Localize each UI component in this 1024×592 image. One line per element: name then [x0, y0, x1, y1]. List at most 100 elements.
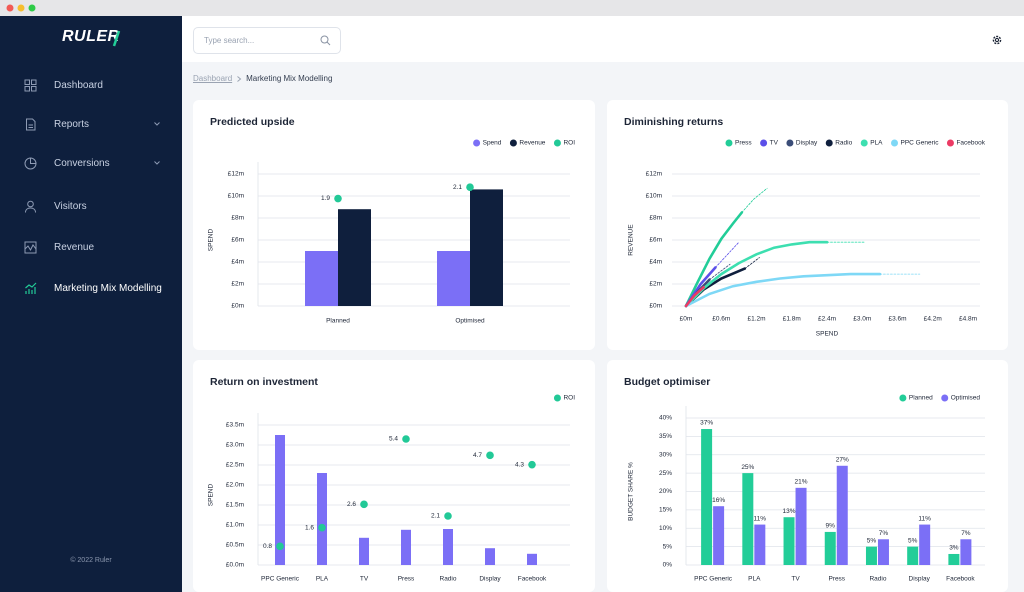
y-tick-label: £10m [228, 193, 244, 200]
logo[interactable]: RULER [62, 28, 120, 46]
bar [713, 506, 725, 565]
bar [305, 251, 338, 306]
settings-button[interactable] [991, 34, 1003, 46]
value-label: 5% [867, 537, 877, 544]
value-label: 3% [949, 545, 959, 552]
y-axis-label: SPEND [208, 229, 215, 252]
y-tick-label: £4m [649, 259, 662, 266]
y-tick-label: £0m [649, 303, 662, 310]
y-tick-label: 30% [659, 451, 672, 458]
logo-slash [112, 30, 121, 47]
legend-swatch [891, 139, 899, 147]
breadcrumb-link[interactable]: Dashboard [193, 74, 233, 83]
value-label: 13% [783, 508, 796, 515]
x-tick-label: TV [791, 576, 800, 583]
menu-item[interactable]: Visitors [0, 191, 182, 221]
search-box[interactable]: Type search... [193, 27, 341, 54]
chevron [154, 122, 160, 126]
legend-label: ROI [563, 395, 575, 402]
menu-item[interactable]: Reports [0, 109, 182, 139]
legend-label: Spend [483, 140, 502, 147]
bar [877, 539, 889, 565]
legend-swatch [825, 139, 833, 147]
chart-title: Predicted upside [210, 116, 295, 128]
value-label: 11% [754, 515, 767, 522]
x-tick-label: £4.2m [924, 316, 942, 323]
close-button[interactable] [6, 4, 14, 12]
legend-label: Optimised [951, 395, 981, 402]
bar [401, 529, 411, 565]
roi-label: 2.1 [431, 513, 440, 520]
x-tick-label: £3.0m [853, 316, 871, 323]
roi-dot [334, 194, 342, 203]
y-tick-label: £8m [231, 215, 244, 222]
roi-label: 2.6 [347, 501, 356, 508]
y-tick-label: £2m [649, 281, 662, 288]
legend-swatch [509, 139, 517, 147]
bar [470, 189, 503, 306]
projection-line [744, 257, 760, 269]
bar [865, 546, 877, 565]
chart-card: Predicted upside £0m £2m £4m £6m £8m £10m £12m S… [193, 100, 595, 350]
bar [948, 553, 960, 565]
y-axis-label: BUDGET SHARE % [628, 462, 635, 521]
icon [26, 118, 36, 130]
value-label: 37% [700, 420, 713, 427]
chevron [154, 161, 160, 165]
legend-swatch [725, 139, 733, 147]
legend-swatch [553, 394, 561, 402]
x-tick-label: £0m [680, 316, 693, 323]
x-tick-label: PPC Generic [694, 576, 733, 583]
search-placeholder: Type search... [204, 36, 255, 45]
bar [485, 548, 495, 565]
y-tick-label: £0.5m [226, 542, 244, 549]
chart-card: Diminishing returns £0m £2m £4m £6m £8m £10m £1… [607, 100, 1008, 350]
x-tick-label: £2.4m [818, 316, 836, 323]
y-tick-label: 5% [663, 543, 673, 550]
y-tick-label: £1.0m [226, 522, 244, 529]
icon [24, 157, 37, 169]
window-controls [6, 4, 36, 12]
value-label: 7% [961, 530, 971, 537]
y-tick-label: 0% [663, 562, 673, 569]
roi-dot [318, 523, 326, 532]
y-tick-label: 15% [659, 507, 672, 514]
value-label: 21% [795, 479, 808, 486]
bar [317, 473, 327, 565]
legend-swatch [473, 139, 481, 147]
legend-swatch [860, 139, 868, 147]
menu-item[interactable]: Revenue [0, 232, 182, 262]
search-icon [320, 35, 331, 46]
y-tick-label: £0m [231, 303, 244, 310]
value-label: 9% [826, 523, 836, 530]
x-tick-label: PLA [316, 576, 329, 583]
x-tick-label: Press [398, 576, 415, 583]
x-tick-label: Planned [326, 318, 350, 325]
chart-title: Budget optimiser [624, 376, 710, 388]
roi-dot [466, 183, 474, 191]
legend-swatch [553, 139, 561, 147]
bar [754, 524, 766, 565]
bar [960, 539, 972, 565]
bar [443, 529, 453, 565]
bar [527, 553, 537, 565]
y-tick-label: £3.5m [226, 422, 244, 429]
projection-line [715, 241, 740, 268]
menu-item[interactable]: Dashboard [0, 70, 182, 100]
legend-label: TV [770, 140, 779, 147]
breadcrumb-current: Marketing Mix Modelling [246, 74, 333, 83]
legend-label: Revenue [519, 140, 545, 147]
menu-item[interactable]: Conversions [0, 148, 182, 178]
x-tick-label: PPC Generic [261, 576, 300, 583]
x-tick-label: Facebook [946, 576, 975, 583]
menu-item-active[interactable]: Marketing Mix Modelling [0, 273, 182, 303]
y-tick-label: £4m [231, 259, 244, 266]
legend-swatch [941, 394, 949, 402]
minimize-button[interactable] [17, 4, 25, 12]
bar [742, 473, 754, 565]
y-axis-label: SPEND [208, 484, 215, 507]
bar [836, 465, 848, 565]
y-axis-label: REVENUE [628, 224, 635, 256]
maximize-button[interactable] [28, 4, 36, 12]
